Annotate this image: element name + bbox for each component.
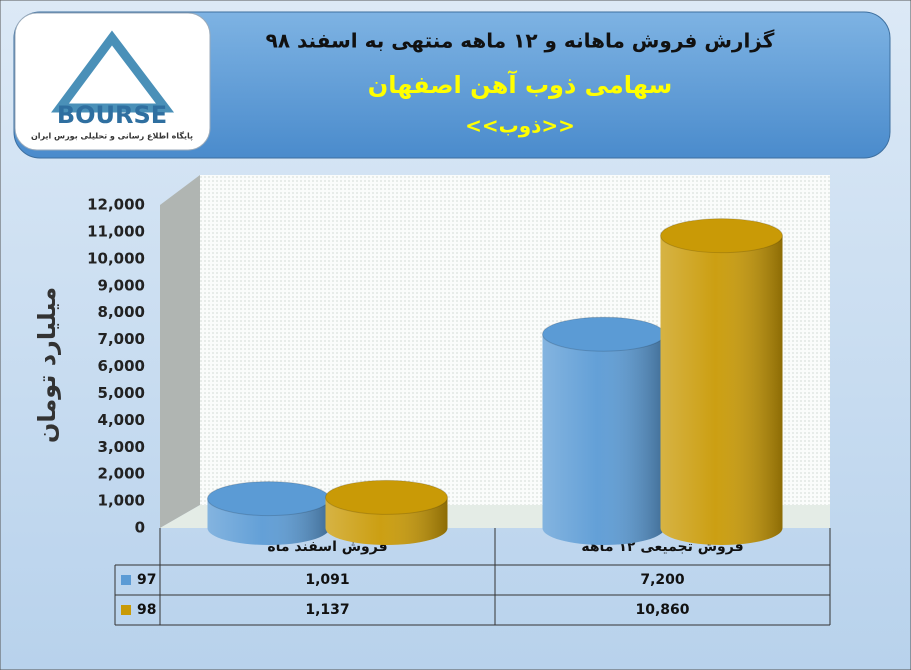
table-value: 10,860	[635, 602, 689, 618]
y-tick-label: 12,000	[87, 196, 145, 214]
side-wall	[160, 175, 200, 528]
table-value: 7,200	[640, 572, 685, 588]
bar-shade	[660, 235, 783, 545]
chart-subtitle-2: <<ذوب>>	[465, 114, 575, 138]
chart-subtitle: سهامی ذوب آهن اصفهان	[368, 70, 673, 99]
data-table	[114, 528, 831, 626]
header-panel	[13, 11, 891, 159]
table-value: 1,091	[305, 572, 349, 588]
logo-text: BOURSE	[57, 101, 167, 129]
y-tick-label: 9,000	[98, 276, 145, 294]
logo-box	[14, 12, 211, 151]
y-tick-label: 8,000	[98, 303, 145, 321]
legend-label: 98	[137, 602, 156, 618]
y-tick-label: 6,000	[98, 357, 145, 375]
y-tick-label: 11,000	[87, 222, 145, 240]
y-tick-label: 5,000	[98, 384, 145, 402]
y-tick-label: 2,000	[98, 465, 145, 483]
y-tick-label: 3,000	[98, 438, 145, 456]
logo-triangle	[51, 30, 175, 113]
bar-shade	[542, 334, 665, 545]
bar-top	[207, 481, 330, 517]
legend-swatch	[121, 575, 131, 585]
bar-top	[325, 479, 448, 515]
bar-top	[660, 218, 783, 254]
y-tick-label: 4,000	[98, 411, 145, 429]
chart-title: گزارش فروش ماهانه و ۱۲ ماهه منتهی به اسف…	[266, 29, 775, 53]
bar-top	[542, 316, 665, 352]
y-tick-label: 1,000	[98, 492, 145, 510]
x-tick-label: فروش اسفند ماه	[267, 539, 387, 555]
y-tick-label: 7,000	[98, 330, 145, 348]
legend-label: 97	[137, 572, 156, 588]
legend-swatch	[121, 605, 131, 615]
y-axis-label: میلیارد تومان	[33, 287, 61, 443]
y-tick-label: 10,000	[87, 249, 145, 267]
table-value: 1,137	[305, 602, 349, 618]
logo-caption: پایگاه اطلاع رسانی و تحلیلی بورس ایران	[31, 131, 193, 142]
y-tick-label: 0	[135, 519, 145, 537]
